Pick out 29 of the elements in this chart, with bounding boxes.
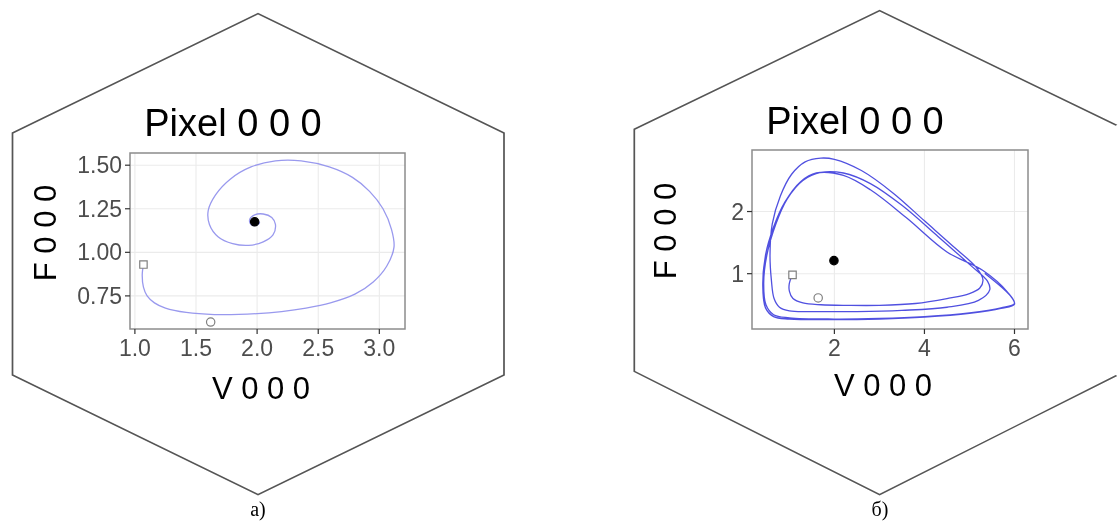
x-tick-label: 2.0: [241, 335, 274, 361]
y-tick-label: 1: [731, 260, 744, 287]
y-tick-label: 1.00: [77, 239, 122, 266]
y-tick-label: 0.75: [77, 282, 122, 309]
point: [813, 293, 823, 303]
text: б): [871, 498, 889, 521]
x-tick-label: 4: [918, 335, 932, 361]
line-series: [762, 157, 1016, 321]
y-axis-title: F 0 0 0: [647, 182, 683, 280]
x-tick-label: 1.5: [180, 335, 212, 361]
x-tick-label: 2: [828, 335, 841, 361]
x-axis-title: V 0 0 0: [211, 371, 311, 406]
y-axis-title: F 0 0 0: [27, 184, 63, 282]
text: a): [250, 498, 266, 521]
x-tick-label: 2.5: [302, 335, 335, 361]
point: [829, 255, 839, 266]
point: [249, 217, 260, 227]
x-tick-label: 1.0: [118, 335, 151, 361]
line-series: [141, 159, 395, 316]
point: [139, 260, 148, 269]
x-axis-title: V 0 0 0: [833, 368, 933, 403]
chart-title: Pixel 0 0 0: [144, 102, 322, 144]
point: [205, 317, 216, 327]
x-tick-label: 6: [1008, 335, 1021, 361]
point: [788, 270, 797, 280]
chart-title: Pixel 0 0 0: [766, 100, 944, 142]
y-tick-label: 1.25: [77, 195, 122, 222]
y-tick-label: 1.50: [77, 152, 122, 179]
x-tick-label: 3.0: [363, 335, 396, 361]
